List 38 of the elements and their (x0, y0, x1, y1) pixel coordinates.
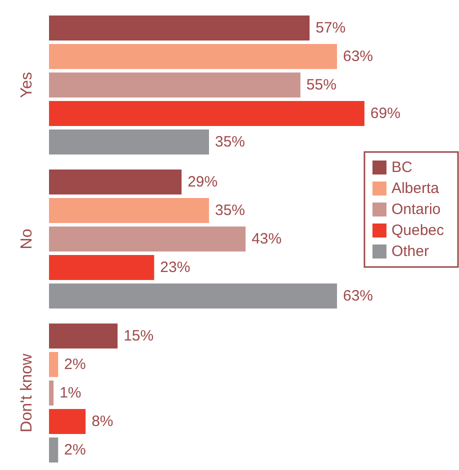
y-tick-label: Don't know (18, 353, 36, 432)
data-label: 23% (160, 259, 190, 276)
data-label: 63% (343, 288, 374, 304)
data-label: 29% (188, 174, 218, 190)
data-label: 35% (215, 202, 246, 219)
data-label: 15% (124, 328, 154, 344)
data-label: 2% (64, 356, 86, 373)
bar (49, 130, 209, 154)
bar (49, 324, 118, 348)
data-label: 35% (215, 134, 246, 150)
data-label: 8% (92, 413, 114, 430)
bar (49, 226, 246, 252)
bar (49, 380, 54, 406)
data-label: 43% (252, 230, 282, 248)
legend-label: BC (391, 159, 412, 176)
data-label: 63% (343, 48, 374, 65)
y-tick-label: Yes (18, 72, 36, 98)
bar (49, 284, 337, 308)
legend-label: Ontario (391, 201, 441, 218)
bar (49, 255, 154, 280)
bar (49, 170, 182, 194)
bar (49, 16, 310, 40)
bar (49, 44, 337, 69)
data-label: 1% (60, 384, 82, 402)
data-label: 69% (370, 105, 400, 122)
bar (49, 101, 364, 126)
data-label: 2% (64, 442, 86, 458)
data-label: 55% (306, 76, 336, 94)
bar (49, 72, 300, 98)
data-label: 57% (316, 20, 346, 36)
bar (49, 438, 58, 462)
legend-label: Quebec (391, 222, 444, 239)
bar (49, 198, 209, 223)
bar (49, 409, 86, 434)
bar (49, 352, 58, 377)
legend-label: Other (391, 243, 429, 260)
y-tick-label: No (18, 228, 36, 250)
legend-label: Alberta (391, 180, 440, 197)
